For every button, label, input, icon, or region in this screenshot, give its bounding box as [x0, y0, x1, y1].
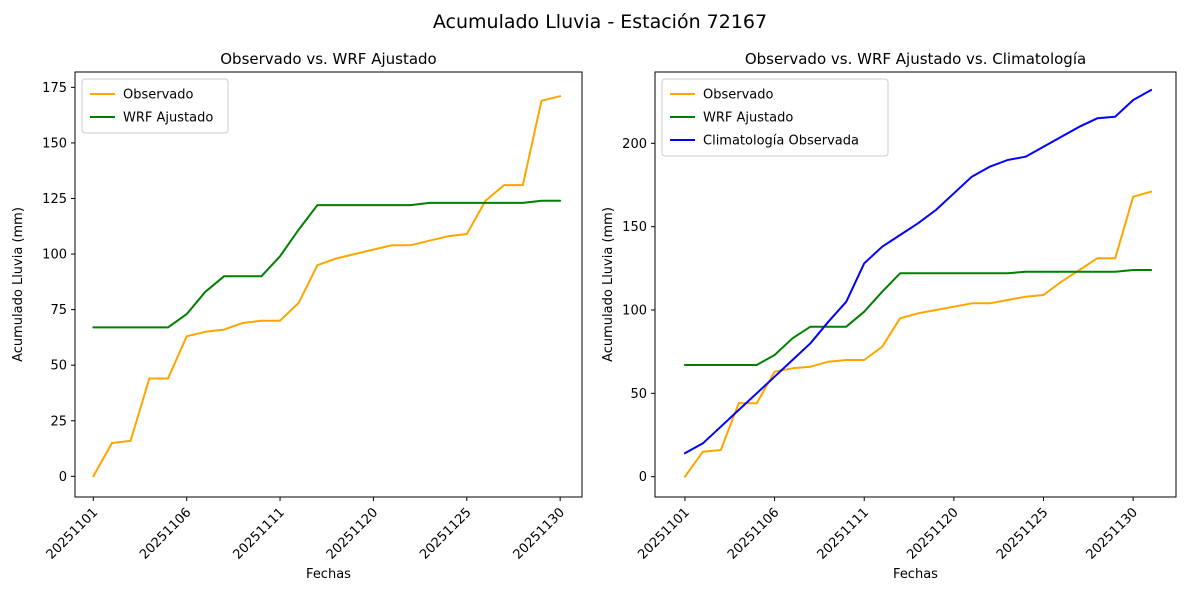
x-tick-label: 20251130	[511, 505, 568, 562]
x-tick-label: 20251111	[815, 505, 872, 562]
y-tick-label: 50	[630, 387, 647, 402]
series-line-wrf_ajustado	[683, 269, 1153, 366]
series-line-observado	[683, 190, 1153, 478]
y-tick-label: 175	[42, 81, 67, 96]
y-tick-label: 150	[622, 220, 647, 235]
x-tick-label: 20251101	[635, 505, 692, 562]
y-tick-label: 200	[622, 137, 647, 152]
legend-label: WRF Ajustado	[703, 111, 793, 126]
figure-suptitle: Acumulado Lluvia - Estación 72167	[432, 11, 768, 33]
x-tick-label: 20251106	[725, 505, 782, 562]
x-tick-label: 20251101	[44, 505, 101, 562]
y-tick-label: 125	[42, 192, 67, 207]
y-tick-label: 50	[50, 359, 67, 374]
y-tick-label: 75	[50, 303, 67, 318]
legend-label: Observado	[123, 88, 194, 103]
x-tick-label: 20251106	[137, 505, 194, 562]
axes-frame	[654, 71, 1177, 498]
y-tick-label: 100	[42, 248, 67, 263]
series-line-observado	[92, 95, 562, 478]
x-tick-label: 20251125	[994, 505, 1051, 562]
legend-box	[81, 78, 229, 134]
x-tick-label: 20251125	[417, 505, 474, 562]
x-tick-label: 20251111	[230, 505, 287, 562]
y-tick-label: 0	[639, 470, 647, 485]
x-axis-label: Fechas	[893, 567, 938, 582]
subplot-2: 0 50 100 150 200 20251101 20251106 20251111 2025…	[601, 50, 1177, 582]
x-tick-label: 20251120	[904, 505, 961, 562]
x-tick-label: 20251120	[324, 505, 381, 562]
axes-frame	[74, 71, 583, 498]
y-axis-label: Acumulado Lluvia (mm)	[11, 207, 26, 362]
legend-label: Observado	[703, 88, 774, 103]
legend-box	[661, 78, 889, 157]
y-tick-label: 0	[59, 470, 67, 485]
y-tick-label: 100	[622, 304, 647, 319]
y-axis-label: Acumulado Lluvia (mm)	[601, 207, 616, 362]
subplot-1: 0 25 50 75 100 125 150 175 20251101 20251106 20251…	[11, 50, 583, 582]
y-tick-label: 150	[42, 136, 67, 151]
subplot-title: Observado vs. WRF Ajustado	[220, 50, 436, 68]
y-tick-label: 25	[50, 414, 67, 429]
series-line-climatologia	[683, 89, 1153, 455]
legend-label: WRF Ajustado	[123, 111, 213, 126]
series-line-wrf_ajustado	[92, 199, 562, 329]
legend-label: Climatología Observada	[703, 134, 859, 149]
x-tick-label: 20251130	[1084, 505, 1141, 562]
subplot-title: Observado vs. WRF Ajustado vs. Climatolo…	[745, 50, 1086, 68]
x-axis-label: Fechas	[306, 567, 351, 582]
